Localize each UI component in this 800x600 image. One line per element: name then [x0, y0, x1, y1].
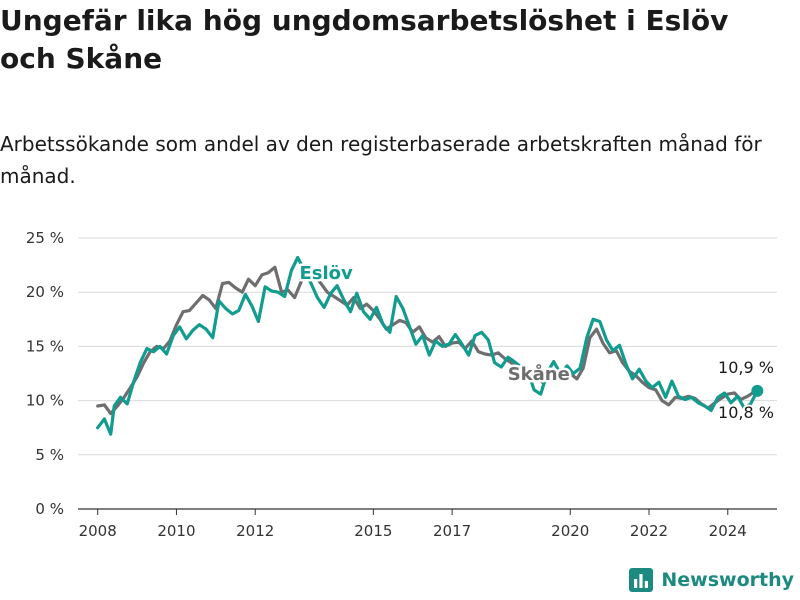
chart-title: Ungefär lika hög ungdomsarbetslöshet i E…	[0, 4, 729, 75]
x-tick-label: 2008	[79, 522, 117, 540]
x-tick-label: 2012	[236, 522, 274, 540]
chart-subtitle: Arbetssökande som andel av den registerb…	[0, 132, 762, 188]
series-label-eslov: Eslöv	[299, 263, 353, 284]
end-label-eslov: 10,9 %	[718, 358, 774, 377]
y-tick-label: 20 %	[26, 283, 64, 301]
brand-name: Newsworthy	[661, 569, 794, 591]
x-tick-label: 2024	[709, 522, 747, 540]
x-tick-label: 2022	[630, 522, 668, 540]
series-line-eslov	[96, 255, 759, 436]
series-line-skane	[96, 265, 756, 416]
bar-chart-icon	[629, 568, 654, 592]
x-tick-label: 2020	[551, 522, 589, 540]
x-tick-label: 2015	[354, 522, 392, 540]
y-tick-label: 0 %	[35, 500, 64, 518]
x-tick-label: 2010	[157, 522, 195, 540]
end-marker-eslov	[751, 384, 764, 397]
y-tick-label: 10 %	[26, 392, 64, 410]
series-label-skane: Skåne	[508, 363, 570, 385]
end-label-skane: 10,8 %	[718, 403, 774, 422]
x-tick-label: 2017	[433, 522, 471, 540]
y-tick-label: 15 %	[26, 337, 64, 355]
newsworthy-logo: Newsworthy	[629, 568, 794, 592]
y-tick-label: 25 %	[26, 229, 64, 247]
y-tick-label: 5 %	[35, 446, 64, 464]
